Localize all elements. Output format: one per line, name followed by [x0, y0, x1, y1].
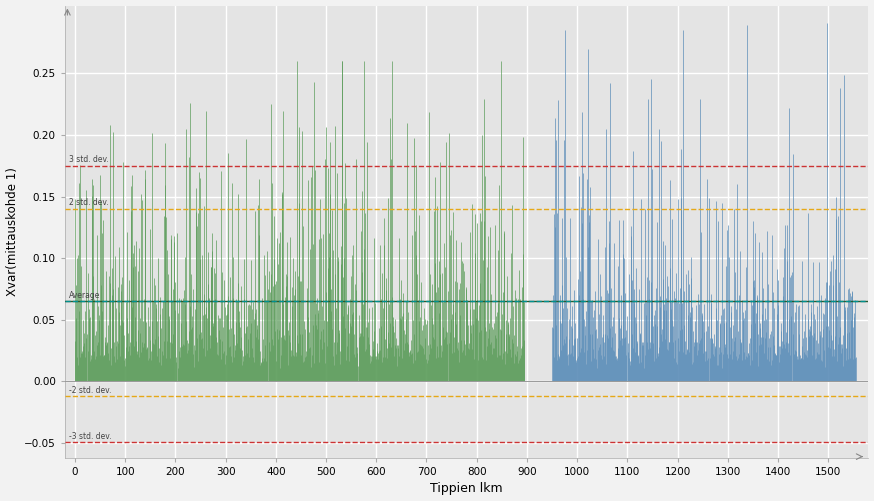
Text: -3 std. dev.: -3 std. dev. [69, 431, 111, 440]
Text: Average: Average [69, 291, 101, 300]
Y-axis label: Xvar(mittauskohde 1): Xvar(mittauskohde 1) [5, 167, 18, 296]
X-axis label: Tippien lkm: Tippien lkm [430, 482, 503, 495]
Text: -2 std. dev.: -2 std. dev. [69, 386, 111, 395]
Text: 3 std. dev.: 3 std. dev. [69, 155, 108, 164]
Text: 2 std. dev.: 2 std. dev. [69, 198, 108, 207]
